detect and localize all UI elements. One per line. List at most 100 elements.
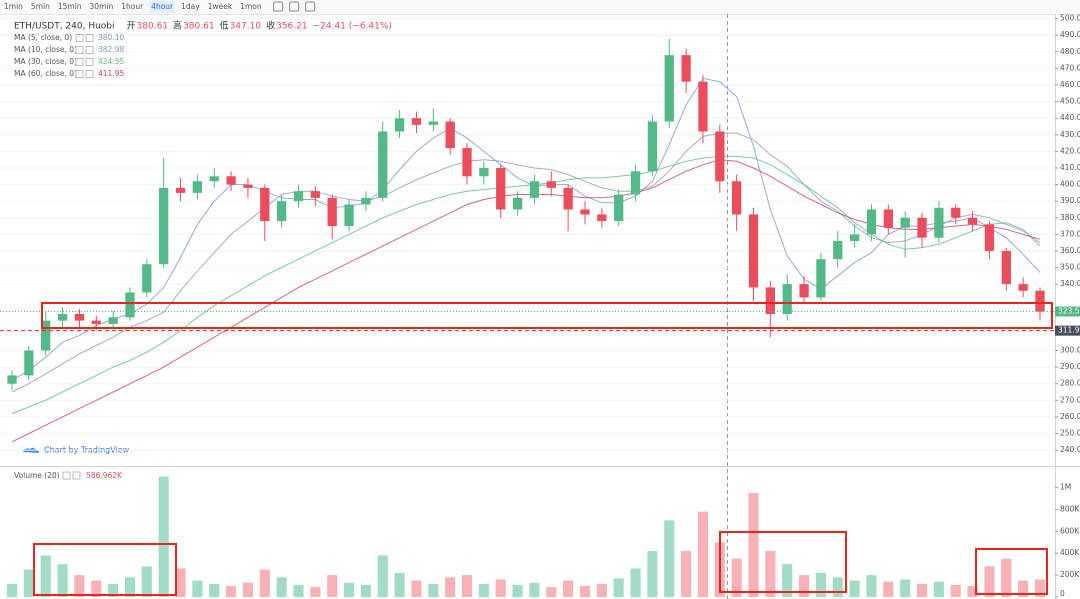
interval-button[interactable]: 1min [4, 2, 23, 11]
volume-bar [293, 584, 304, 597]
candle-body [7, 375, 17, 384]
interval-button[interactable]: 1mon [240, 2, 262, 11]
interval-button[interactable]: 15min [58, 2, 82, 11]
legend-icon[interactable] [75, 58, 84, 66]
volume-bar [849, 580, 860, 597]
candle-body [799, 284, 809, 298]
header-legend: 高 [173, 20, 182, 32]
toolbar-icon[interactable] [289, 1, 300, 12]
candle-body [394, 118, 405, 132]
y-tick-label: 380.00 [1060, 213, 1080, 222]
volume-bar [933, 581, 944, 597]
interval-button[interactable]: 30min [90, 2, 114, 11]
candle-body [209, 176, 219, 182]
toolbar-bg [0, 0, 1080, 14]
legend-icon[interactable] [72, 471, 81, 480]
y-tick-label: 600K [1060, 526, 1080, 535]
candle-body [934, 207, 944, 238]
legend-icon[interactable] [85, 70, 94, 78]
interval-button[interactable]: 1hour [121, 2, 144, 11]
ma-legend-value: 411.95 [98, 69, 124, 78]
volume-bar [360, 584, 371, 597]
volume-bar [23, 569, 34, 597]
y-tick-label: 280.00 [1060, 379, 1080, 388]
volume-bar [579, 586, 591, 597]
volume-bar [57, 564, 68, 597]
volume-bar [647, 551, 658, 597]
moving-average-line [11, 77, 1041, 381]
y-tick-label: 360.00 [1060, 246, 1080, 255]
volume-bar [276, 577, 287, 597]
header-legend: −24.41 (−6.41%) [313, 22, 392, 32]
candle-body [748, 214, 759, 288]
y-tick-label: 340.00 [1060, 279, 1080, 288]
legend-icon[interactable] [85, 46, 94, 54]
y-tick-label: 300.00 [1060, 346, 1080, 355]
volume-bar [124, 577, 136, 597]
volume-bar [495, 579, 506, 597]
candle-body [849, 234, 860, 241]
volume-bar [310, 587, 321, 597]
candle-body [24, 350, 34, 376]
moving-average-line [11, 132, 1041, 393]
candle-body [1018, 284, 1028, 291]
header-legend: ETH/USDT, 240, Huobi [14, 22, 115, 32]
volume-bar [192, 580, 203, 597]
candle-body [984, 224, 995, 251]
volume-bar [613, 578, 624, 597]
candle-body [698, 81, 708, 132]
crosshair-tag [1055, 325, 1080, 336]
toolbar-icon[interactable] [273, 1, 284, 12]
volume-bar [343, 582, 355, 597]
legend-icon[interactable] [75, 70, 84, 78]
candle-body [546, 181, 556, 188]
legend-icon[interactable] [75, 34, 84, 42]
interval-button[interactable]: 1day [181, 2, 200, 11]
volume-bar [883, 581, 894, 597]
ma-legend-name: MA (30, close, 0) [14, 57, 77, 66]
interval-button[interactable]: 5min [31, 2, 50, 11]
volume-bar [1001, 558, 1012, 597]
candle-body [445, 121, 455, 149]
candle-body [91, 320, 101, 324]
volume-bar [832, 577, 843, 597]
toolbar-icon[interactable] [305, 1, 316, 12]
candle-body [260, 187, 270, 222]
volume-bar [478, 583, 489, 597]
volume-bar [1034, 579, 1046, 597]
interval-button[interactable]: 4hour [151, 2, 174, 11]
crosshair-label: 311.97 [1058, 326, 1080, 335]
candle-body [967, 217, 978, 225]
candle-body [361, 197, 371, 205]
candle-body [310, 191, 320, 198]
candle-body [833, 240, 843, 260]
y-tick-label: 260.00 [1060, 412, 1080, 421]
candle-body [41, 320, 51, 351]
volume-bar [1018, 580, 1029, 597]
legend-icon[interactable] [85, 58, 94, 66]
y-tick-label: 0 [1060, 589, 1065, 598]
volume-bar [731, 558, 742, 597]
candle-body [782, 284, 792, 314]
candle-body [175, 187, 186, 193]
header-legend: 收 [266, 20, 275, 32]
volume-bar [765, 551, 776, 597]
y-tick-label: 390.00 [1060, 196, 1080, 205]
legend-icon[interactable] [85, 34, 94, 42]
legend-icon[interactable] [62, 471, 71, 480]
candle-body [277, 201, 287, 222]
ma-legend-value: 380.10 [98, 33, 124, 42]
y-tick-label: 410.00 [1060, 163, 1080, 172]
ma-legend-value: 424.55 [98, 57, 124, 66]
interval-button[interactable]: 1week [208, 2, 233, 11]
volume-title: Volume (20) [14, 471, 60, 480]
annotation-box [41, 302, 1053, 329]
y-tick-label: 240.00 [1060, 445, 1080, 454]
y-tick-label: 460.00 [1060, 80, 1080, 89]
candle-body [1001, 250, 1011, 285]
header-legend: 356.21 [276, 22, 308, 32]
candle-body [74, 314, 85, 321]
legend-icon[interactable] [75, 46, 84, 54]
volume-legend-value: 586.962K [86, 471, 123, 480]
